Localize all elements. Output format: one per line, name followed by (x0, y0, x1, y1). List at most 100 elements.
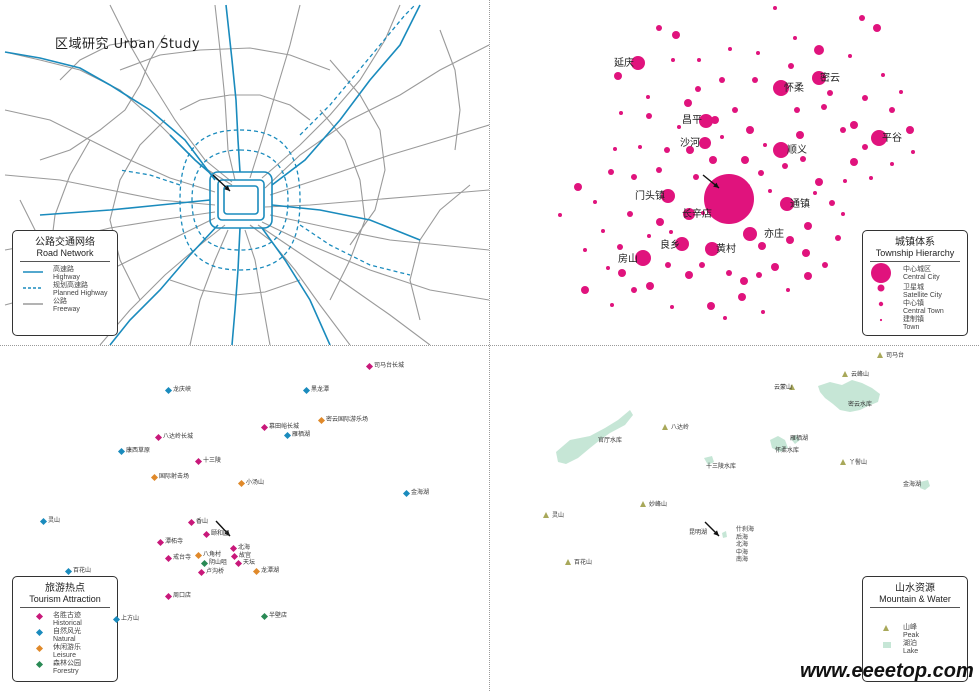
freeway-road-17 (4, 174, 216, 206)
freeway-road-26 (59, 39, 141, 81)
tourism-legend: 旅游热点 Tourism Attraction 名胜古迹 Historical … (12, 576, 118, 682)
freeway-road-12 (244, 229, 271, 345)
town-dot-9 (780, 197, 794, 211)
town-dot-98 (728, 47, 732, 51)
town-dot-27 (850, 158, 858, 166)
town-dot-3 (773, 80, 789, 96)
highway-8 (169, 134, 219, 181)
central-lake-label-3: 中海 (736, 549, 749, 556)
legend-item-forestry: 森林公园 Forestry (13, 660, 117, 676)
town-dot-90 (669, 230, 673, 234)
tourism-legend-title: 旅游热点 (45, 583, 85, 594)
town-dot-95 (646, 95, 650, 99)
legend-item-freeway: 公路 Freeway (23, 298, 80, 313)
town-dot-25 (850, 121, 858, 129)
freeway-road-30 (169, 279, 301, 296)
peak-triangle-icon (789, 384, 795, 390)
road-legend-title: 公路交通网络 (35, 237, 95, 248)
town-dot-1 (631, 56, 645, 70)
road-network-map (4, 4, 489, 345)
town-dot-72 (782, 163, 788, 169)
town-dot-99 (756, 51, 760, 55)
freeway-road-14 (99, 224, 226, 345)
town-dot-4 (699, 114, 713, 128)
town-dot-112 (558, 213, 562, 217)
town-dot-52 (840, 127, 846, 133)
town-dot-18 (859, 15, 865, 21)
page-title: 区域研究 Urban Study (55, 37, 201, 52)
town-dot-14 (635, 250, 651, 266)
tourism-label-21: 百花山 (73, 567, 92, 574)
tourism-label-0: 司马台长城 (374, 362, 405, 369)
town-dot-86 (843, 179, 847, 183)
town-dot-24 (796, 131, 804, 139)
town-dot-16 (814, 45, 824, 55)
town-dot-30 (686, 146, 694, 154)
town-dot-17 (672, 31, 680, 39)
tourism-label-8: 十三陵 (203, 457, 222, 464)
town-dot-64 (627, 211, 633, 217)
water-legend-title: 山水资源 (895, 583, 935, 594)
town-dot-108 (723, 316, 727, 320)
tourism-label-7: 康西草原 (126, 447, 151, 454)
township-label-13: 房山 (618, 254, 638, 265)
tourism-label-9: 国际射击场 (159, 473, 190, 480)
peak-triangle-icon (840, 459, 846, 465)
highway-3 (271, 204, 421, 241)
town-dot-20 (656, 25, 662, 31)
highway-5 (231, 227, 241, 345)
natural-diamond-icon (35, 628, 44, 637)
tourism-label-26: 上方山 (121, 615, 140, 622)
town-dot-28 (815, 178, 823, 186)
freeway-road-13 (189, 229, 229, 345)
planned-highway-ring-outer (179, 129, 301, 271)
town-dot-73 (800, 156, 806, 162)
town-dot-77 (608, 169, 614, 175)
town-dot-55 (862, 144, 868, 150)
water-legend-subtitle: Mountain & Water (870, 594, 960, 608)
highway-1 (225, 4, 241, 173)
town-dot-22 (711, 116, 719, 124)
town-dot-44 (581, 286, 589, 294)
town-dot-26 (906, 126, 914, 134)
legend-item-central-town: 中心镇 Central Town (863, 300, 967, 316)
town-dot-8 (661, 189, 675, 203)
town-dot-88 (890, 162, 894, 166)
planned-highway-ne (299, 4, 416, 136)
town-dot-38 (740, 277, 748, 285)
town-dot-104 (911, 150, 915, 154)
town-dot-48 (684, 99, 692, 107)
town-dot-21 (614, 72, 622, 80)
freeway-road-11 (249, 224, 351, 345)
town-dot-19 (773, 6, 777, 10)
peak-triangle-icon (877, 352, 883, 358)
town-dot-62 (665, 262, 671, 268)
central-lake-label-0: 什刹海 (736, 527, 755, 533)
tourism-label-10: 小汤山 (246, 479, 265, 486)
town-dot-33 (786, 236, 794, 244)
lake-label-3: 怀柔水库 (775, 448, 800, 454)
freeway-road-3 (249, 4, 301, 179)
tourism-label-14: 颐和园 (211, 530, 230, 537)
town-dot-96 (671, 58, 675, 62)
town-dot-110 (610, 303, 614, 307)
township-map (558, 6, 915, 320)
town-dot-40 (738, 293, 746, 301)
town-dot-85 (813, 191, 817, 195)
legend-item-town: 建制镇 Town (863, 316, 967, 332)
freeway-road-22 (319, 109, 366, 301)
peak-label-3: 八达岭 (671, 425, 690, 431)
town-dot-59 (756, 272, 762, 278)
lake-label-2: 雁栖湖 (790, 436, 809, 442)
water-center-arrow-head (713, 530, 719, 536)
lake-label-5: 金海湖 (903, 482, 922, 488)
town-dot-66 (646, 113, 652, 119)
tourism-label-4: 慕田峪长城 (269, 423, 300, 430)
historical-diamond-icon (35, 612, 44, 621)
tourism-label-6: 八达岭长城 (163, 433, 194, 440)
peak-label-5: 妙峰山 (649, 502, 668, 508)
legend-item-central-city: 中心城区 Central City (863, 263, 967, 284)
leisure-diamond-icon (35, 644, 44, 653)
freeway-road-7 (264, 189, 489, 208)
